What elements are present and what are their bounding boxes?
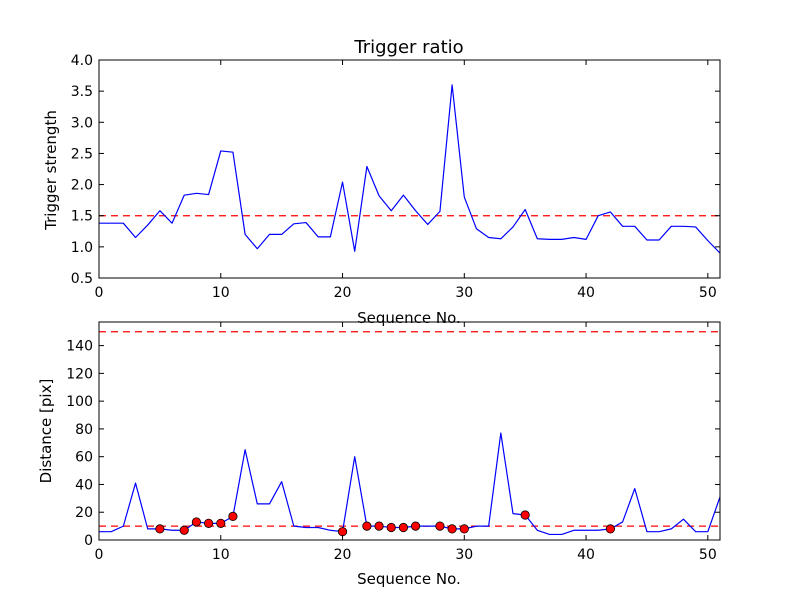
data-point-marker bbox=[447, 524, 457, 534]
x-tick-label: 50 bbox=[699, 285, 717, 301]
data-point-marker bbox=[155, 524, 165, 534]
y-tick-label: 3.5 bbox=[71, 84, 93, 100]
data-point-marker bbox=[386, 522, 396, 533]
data-point-marker bbox=[203, 518, 214, 528]
x-tick-label: 0 bbox=[95, 285, 104, 301]
data-point-marker bbox=[362, 521, 372, 531]
chart-title: Trigger ratio bbox=[353, 37, 463, 58]
data-point-marker bbox=[398, 522, 409, 533]
series-line-0 bbox=[99, 432, 720, 536]
data-point-marker bbox=[605, 524, 616, 534]
y-tick-label: 2.5 bbox=[71, 146, 93, 162]
y-tick-label: 40 bbox=[75, 477, 93, 493]
data-point-marker bbox=[459, 524, 469, 534]
x-tick-label: 20 bbox=[334, 285, 352, 301]
y-tick-label: 0.5 bbox=[71, 271, 93, 287]
data-point-marker bbox=[179, 525, 189, 535]
x-tick-label: 20 bbox=[334, 547, 352, 563]
y-tick-label: 1.0 bbox=[71, 240, 93, 256]
y-tick-label: 1.5 bbox=[71, 209, 93, 225]
x-tick-label: 10 bbox=[212, 285, 230, 301]
y-tick-label: 60 bbox=[75, 450, 93, 466]
y-tick-label: 140 bbox=[66, 339, 93, 355]
x-tick-label: 40 bbox=[577, 547, 595, 563]
y-tick-label: 4.0 bbox=[71, 53, 93, 69]
x-tick-label: 30 bbox=[455, 285, 473, 301]
x-tick-label: 0 bbox=[95, 547, 104, 563]
x-axis-label: Sequence No. bbox=[357, 570, 461, 588]
x-tick-label: 10 bbox=[212, 547, 230, 563]
x-tick-label: 40 bbox=[577, 285, 595, 301]
data-point-marker bbox=[410, 521, 421, 531]
trigger-ratio-panel: Trigger ratio 0 10 20 30 40 50 0.5 1.0 1.5 2.0 2.5… bbox=[42, 37, 721, 327]
data-point-marker bbox=[216, 518, 226, 528]
series-line-0 bbox=[99, 84, 720, 254]
y-tick-label: 100 bbox=[66, 394, 93, 410]
plot-frame bbox=[98, 59, 721, 279]
y-tick-label: 0 bbox=[84, 533, 93, 549]
y-tick-label: 2.0 bbox=[71, 178, 93, 194]
distance-marks bbox=[99, 331, 720, 537]
axis-ticks: 0 10 20 30 40 50 0.5 1.0 1.5 2.0 2.5 3.0 3.5 4.0 bbox=[71, 53, 720, 301]
y-tick-label: 80 bbox=[75, 422, 93, 438]
axis-ticks: 0 10 20 30 40 50 0 20 40 60 80 100 120 140 bbox=[66, 322, 720, 563]
distance-panel: 0 10 20 30 40 50 0 20 40 60 80 100 120 140 Sequence N… bbox=[37, 321, 721, 588]
y-tick-label: 20 bbox=[75, 505, 93, 521]
plot-frame bbox=[98, 321, 721, 541]
data-point-marker bbox=[337, 527, 348, 537]
x-axis-label: Sequence No. bbox=[357, 309, 461, 327]
y-tick-label: 3.0 bbox=[71, 115, 93, 131]
data-point-marker bbox=[520, 510, 530, 520]
data-point-marker bbox=[191, 517, 202, 527]
x-tick-label: 50 bbox=[699, 547, 717, 563]
data-point-marker bbox=[435, 521, 445, 531]
data-point-marker bbox=[228, 511, 238, 521]
y-axis-label: Distance [pix] bbox=[37, 379, 55, 484]
y-axis-label: Trigger strength bbox=[42, 110, 60, 231]
y-tick-label: 120 bbox=[66, 366, 93, 382]
x-tick-label: 30 bbox=[455, 547, 473, 563]
data-point-marker bbox=[374, 521, 384, 531]
trigger-ratio-marks bbox=[99, 84, 720, 254]
